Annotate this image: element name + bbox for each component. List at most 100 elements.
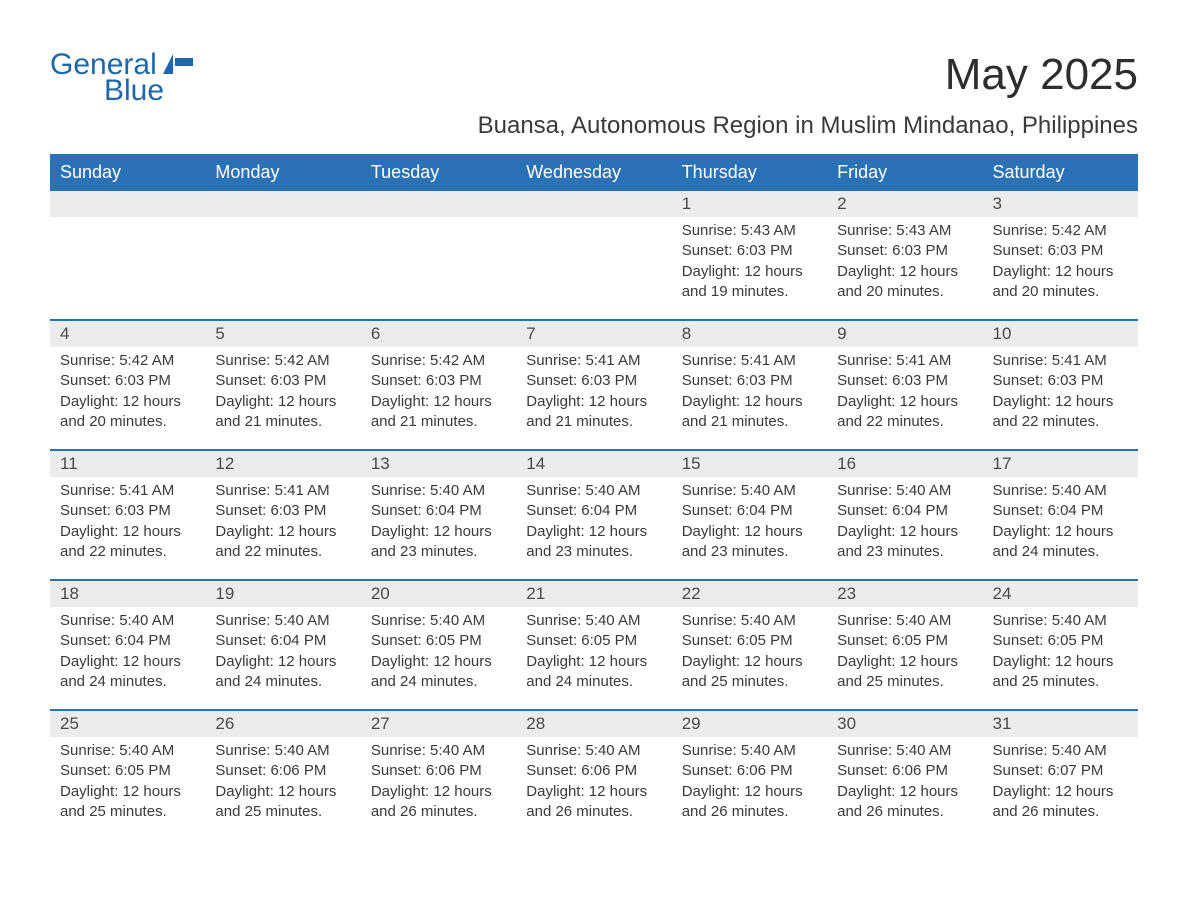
sunset-text: Sunset: 6:03 PM — [371, 371, 506, 391]
calendar-day-cell: 27Sunrise: 5:40 AMSunset: 6:06 PMDayligh… — [361, 710, 516, 840]
weekday-header: Tuesday — [361, 155, 516, 190]
sunset-text: Sunset: 6:04 PM — [837, 501, 972, 521]
daylight-text: Daylight: 12 hours and 26 minutes. — [371, 782, 506, 823]
daylight-text: Daylight: 12 hours and 25 minutes. — [60, 782, 195, 823]
day-number: 12 — [205, 451, 360, 477]
sunrise-text: Sunrise: 5:41 AM — [837, 351, 972, 371]
sunrise-text: Sunrise: 5:41 AM — [526, 351, 661, 371]
sunrise-text: Sunrise: 5:40 AM — [371, 611, 506, 631]
sunrise-text: Sunrise: 5:40 AM — [837, 741, 972, 761]
day-details: Sunrise: 5:40 AMSunset: 6:04 PMDaylight:… — [983, 477, 1138, 568]
day-details: Sunrise: 5:41 AMSunset: 6:03 PMDaylight:… — [827, 347, 982, 438]
sunrise-text: Sunrise: 5:40 AM — [371, 481, 506, 501]
day-details: Sunrise: 5:40 AMSunset: 6:04 PMDaylight:… — [516, 477, 671, 568]
day-details: Sunrise: 5:40 AMSunset: 6:07 PMDaylight:… — [983, 737, 1138, 828]
sunrise-text: Sunrise: 5:40 AM — [837, 611, 972, 631]
sunrise-text: Sunrise: 5:41 AM — [215, 481, 350, 501]
sunset-text: Sunset: 6:03 PM — [526, 371, 661, 391]
day-details: Sunrise: 5:40 AMSunset: 6:06 PMDaylight:… — [205, 737, 360, 828]
day-details: Sunrise: 5:40 AMSunset: 6:05 PMDaylight:… — [827, 607, 982, 698]
sunset-text: Sunset: 6:03 PM — [215, 501, 350, 521]
day-details: Sunrise: 5:42 AMSunset: 6:03 PMDaylight:… — [50, 347, 205, 438]
daylight-text: Daylight: 12 hours and 25 minutes. — [215, 782, 350, 823]
day-number: 18 — [50, 581, 205, 607]
daylight-text: Daylight: 12 hours and 25 minutes. — [837, 652, 972, 693]
sunset-text: Sunset: 6:03 PM — [60, 501, 195, 521]
calendar-day-cell: 23Sunrise: 5:40 AMSunset: 6:05 PMDayligh… — [827, 580, 982, 710]
day-number: 20 — [361, 581, 516, 607]
sunrise-text: Sunrise: 5:41 AM — [60, 481, 195, 501]
sunrise-text: Sunrise: 5:40 AM — [371, 741, 506, 761]
calendar-day-cell: 5Sunrise: 5:42 AMSunset: 6:03 PMDaylight… — [205, 320, 360, 450]
calendar-day-cell: 22Sunrise: 5:40 AMSunset: 6:05 PMDayligh… — [672, 580, 827, 710]
sunrise-text: Sunrise: 5:42 AM — [60, 351, 195, 371]
day-details: Sunrise: 5:40 AMSunset: 6:04 PMDaylight:… — [205, 607, 360, 698]
daylight-text: Daylight: 12 hours and 23 minutes. — [371, 522, 506, 563]
sunrise-text: Sunrise: 5:40 AM — [993, 741, 1128, 761]
weekday-header: Sunday — [50, 155, 205, 190]
calendar-day-cell: 21Sunrise: 5:40 AMSunset: 6:05 PMDayligh… — [516, 580, 671, 710]
weekday-header: Monday — [205, 155, 360, 190]
daylight-text: Daylight: 12 hours and 20 minutes. — [993, 262, 1128, 303]
day-number: 17 — [983, 451, 1138, 477]
daylight-text: Daylight: 12 hours and 25 minutes. — [993, 652, 1128, 693]
sunset-text: Sunset: 6:05 PM — [837, 631, 972, 651]
sunset-text: Sunset: 6:05 PM — [371, 631, 506, 651]
daylight-text: Daylight: 12 hours and 24 minutes. — [993, 522, 1128, 563]
day-number: 14 — [516, 451, 671, 477]
day-number: 4 — [50, 321, 205, 347]
day-number: 9 — [827, 321, 982, 347]
day-number — [50, 191, 205, 217]
sunrise-text: Sunrise: 5:40 AM — [526, 741, 661, 761]
sunset-text: Sunset: 6:03 PM — [682, 371, 817, 391]
calendar-day-cell: 12Sunrise: 5:41 AMSunset: 6:03 PMDayligh… — [205, 450, 360, 580]
day-details: Sunrise: 5:40 AMSunset: 6:06 PMDaylight:… — [516, 737, 671, 828]
calendar-day-cell: 3Sunrise: 5:42 AMSunset: 6:03 PMDaylight… — [983, 190, 1138, 320]
day-details: Sunrise: 5:40 AMSunset: 6:05 PMDaylight:… — [672, 607, 827, 698]
brand-logo: General Blue — [50, 50, 197, 106]
sunrise-text: Sunrise: 5:40 AM — [993, 611, 1128, 631]
brand-logo-text: General Blue — [50, 50, 197, 106]
calendar-day-cell: 20Sunrise: 5:40 AMSunset: 6:05 PMDayligh… — [361, 580, 516, 710]
calendar-week-row: 18Sunrise: 5:40 AMSunset: 6:04 PMDayligh… — [50, 580, 1138, 710]
day-number: 19 — [205, 581, 360, 607]
daylight-text: Daylight: 12 hours and 24 minutes. — [60, 652, 195, 693]
calendar-day-cell: 16Sunrise: 5:40 AMSunset: 6:04 PMDayligh… — [827, 450, 982, 580]
daylight-text: Daylight: 12 hours and 20 minutes. — [837, 262, 972, 303]
day-details — [50, 217, 205, 227]
calendar-week-row: 11Sunrise: 5:41 AMSunset: 6:03 PMDayligh… — [50, 450, 1138, 580]
sunset-text: Sunset: 6:06 PM — [837, 761, 972, 781]
daylight-text: Daylight: 12 hours and 20 minutes. — [60, 392, 195, 433]
day-details: Sunrise: 5:41 AMSunset: 6:03 PMDaylight:… — [672, 347, 827, 438]
calendar-day-cell: 26Sunrise: 5:40 AMSunset: 6:06 PMDayligh… — [205, 710, 360, 840]
daylight-text: Daylight: 12 hours and 26 minutes. — [526, 782, 661, 823]
sunrise-text: Sunrise: 5:43 AM — [682, 221, 817, 241]
sunrise-text: Sunrise: 5:40 AM — [215, 741, 350, 761]
calendar-day-cell — [50, 190, 205, 320]
day-number: 24 — [983, 581, 1138, 607]
calendar-day-cell: 14Sunrise: 5:40 AMSunset: 6:04 PMDayligh… — [516, 450, 671, 580]
day-number: 16 — [827, 451, 982, 477]
calendar-day-cell: 1Sunrise: 5:43 AMSunset: 6:03 PMDaylight… — [672, 190, 827, 320]
day-details: Sunrise: 5:40 AMSunset: 6:05 PMDaylight:… — [983, 607, 1138, 698]
day-details: Sunrise: 5:40 AMSunset: 6:04 PMDaylight:… — [361, 477, 516, 568]
sunset-text: Sunset: 6:04 PM — [371, 501, 506, 521]
sunrise-text: Sunrise: 5:40 AM — [837, 481, 972, 501]
calendar-day-cell — [205, 190, 360, 320]
daylight-text: Daylight: 12 hours and 23 minutes. — [526, 522, 661, 563]
page-header: General Blue May 2025 — [50, 50, 1138, 106]
day-details: Sunrise: 5:40 AMSunset: 6:05 PMDaylight:… — [516, 607, 671, 698]
day-number: 3 — [983, 191, 1138, 217]
sunrise-text: Sunrise: 5:40 AM — [215, 611, 350, 631]
day-details: Sunrise: 5:43 AMSunset: 6:03 PMDaylight:… — [672, 217, 827, 308]
day-number: 22 — [672, 581, 827, 607]
sunset-text: Sunset: 6:03 PM — [682, 241, 817, 261]
calendar-day-cell: 31Sunrise: 5:40 AMSunset: 6:07 PMDayligh… — [983, 710, 1138, 840]
calendar-day-cell: 10Sunrise: 5:41 AMSunset: 6:03 PMDayligh… — [983, 320, 1138, 450]
sunset-text: Sunset: 6:06 PM — [371, 761, 506, 781]
calendar-week-row: 25Sunrise: 5:40 AMSunset: 6:05 PMDayligh… — [50, 710, 1138, 840]
day-number: 21 — [516, 581, 671, 607]
sunset-text: Sunset: 6:04 PM — [682, 501, 817, 521]
day-details: Sunrise: 5:41 AMSunset: 6:03 PMDaylight:… — [983, 347, 1138, 438]
day-details: Sunrise: 5:40 AMSunset: 6:06 PMDaylight:… — [672, 737, 827, 828]
